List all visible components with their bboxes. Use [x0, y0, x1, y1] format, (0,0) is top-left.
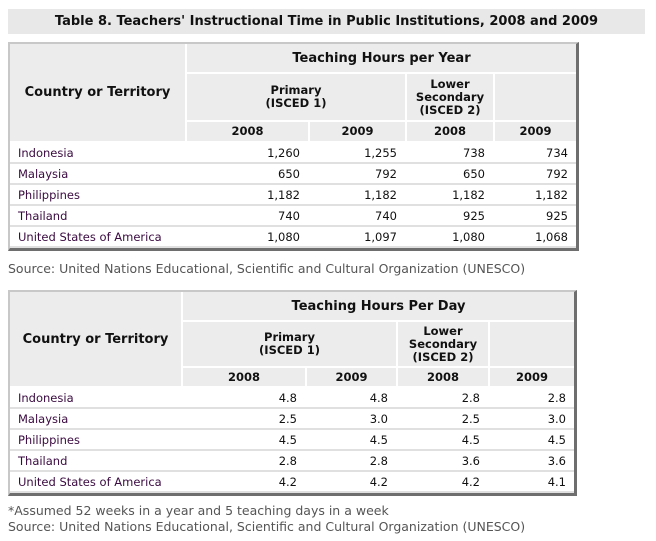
table-row: Philippines 4.5 4.5 4.5 4.5 [10, 429, 574, 451]
country-name: Philippines [10, 184, 186, 206]
value-cell: 2.8 [181, 450, 306, 472]
table-row: Indonesia 1,260 1,255 738 734 [10, 142, 576, 164]
table-hours-per-day: Country or Territory Teaching Hours Per … [8, 290, 577, 496]
country-name: Indonesia [10, 142, 186, 164]
value-cell: 4.5 [305, 429, 397, 451]
country-name: Thailand [10, 205, 186, 227]
year-header: 2008 [396, 367, 489, 388]
level-empty-header [493, 73, 576, 122]
level-empty-header [488, 321, 574, 368]
year-header: 2008 [185, 121, 309, 143]
table-row: United States of America 1,080 1,097 1,0… [10, 226, 576, 248]
value-cell: 2.5 [181, 408, 306, 430]
table-row: Philippines 1,182 1,182 1,182 1,182 [10, 184, 576, 206]
value-cell: 792 [308, 163, 406, 185]
value-cell: 4.5 [488, 429, 574, 451]
value-cell: 734 [493, 142, 576, 164]
value-cell: 1,182 [185, 184, 309, 206]
value-cell: 2.5 [396, 408, 489, 430]
value-cell: 3.0 [488, 408, 574, 430]
value-cell: 925 [405, 205, 494, 227]
footnote: *Assumed 52 weeks in a year and 5 teachi… [8, 503, 389, 518]
source-note: Source: United Nations Educational, Scie… [8, 519, 526, 534]
group-header: Teaching Hours Per Day [181, 292, 574, 322]
country-name: Malaysia [10, 408, 182, 430]
value-cell: 1,182 [308, 184, 406, 206]
country-name: Indonesia [10, 387, 182, 409]
value-cell: 1,097 [308, 226, 406, 248]
value-cell: 738 [405, 142, 494, 164]
table-row: United States of America 4.2 4.2 4.2 4.1 [10, 471, 574, 493]
value-cell: 1,182 [493, 184, 576, 206]
row-header: Country or Territory [10, 44, 186, 143]
value-cell: 3.6 [488, 450, 574, 472]
value-cell: 4.8 [305, 387, 397, 409]
table-row: Thailand 2.8 2.8 3.6 3.6 [10, 450, 574, 472]
value-cell: 650 [405, 163, 494, 185]
value-cell: 3.0 [305, 408, 397, 430]
country-name: Thailand [10, 450, 182, 472]
country-name: Malaysia [10, 163, 186, 185]
year-header: 2009 [488, 367, 574, 388]
value-cell: 2.8 [305, 450, 397, 472]
source-note: Source: United Nations Educational, Scie… [8, 261, 526, 276]
value-cell: 4.5 [181, 429, 306, 451]
table-row: Thailand 740 740 925 925 [10, 205, 576, 227]
year-header: 2009 [305, 367, 397, 388]
value-cell: 792 [493, 163, 576, 185]
table-hours-per-year: Country or Territory Teaching Hours per … [8, 42, 579, 251]
value-cell: 4.2 [396, 471, 489, 493]
table-title: Table 8. Teachers' Instructional Time in… [8, 9, 645, 34]
table-row: Indonesia 4.8 4.8 2.8 2.8 [10, 387, 574, 409]
level-lower-secondary-header: Lower Secondary (ISCED 2) [405, 73, 494, 122]
value-cell: 3.6 [396, 450, 489, 472]
year-header: 2008 [181, 367, 306, 388]
country-name: United States of America [10, 471, 182, 493]
value-cell: 4.5 [396, 429, 489, 451]
year-header: 2008 [405, 121, 494, 143]
value-cell: 1,080 [185, 226, 309, 248]
value-cell: 1,255 [308, 142, 406, 164]
value-cell: 925 [493, 205, 576, 227]
value-cell: 1,068 [493, 226, 576, 248]
value-cell: 1,260 [185, 142, 309, 164]
value-cell: 4.1 [488, 471, 574, 493]
level-lower-secondary-header: Lower Secondary (ISCED 2) [396, 321, 489, 368]
value-cell: 4.2 [305, 471, 397, 493]
value-cell: 4.2 [181, 471, 306, 493]
value-cell: 650 [185, 163, 309, 185]
country-name: United States of America [10, 226, 186, 248]
year-header: 2009 [308, 121, 406, 143]
level-primary-header: Primary (ISCED 1) [185, 73, 406, 122]
level-primary-header: Primary (ISCED 1) [181, 321, 397, 368]
value-cell: 4.8 [181, 387, 306, 409]
value-cell: 740 [185, 205, 309, 227]
value-cell: 1,080 [405, 226, 494, 248]
row-header: Country or Territory [10, 292, 182, 388]
value-cell: 740 [308, 205, 406, 227]
group-header: Teaching Hours per Year [185, 44, 576, 74]
value-cell: 2.8 [488, 387, 574, 409]
table-row: Malaysia 2.5 3.0 2.5 3.0 [10, 408, 574, 430]
year-header: 2009 [493, 121, 576, 143]
table-row: Malaysia 650 792 650 792 [10, 163, 576, 185]
country-name: Philippines [10, 429, 182, 451]
value-cell: 1,182 [405, 184, 494, 206]
value-cell: 2.8 [396, 387, 489, 409]
